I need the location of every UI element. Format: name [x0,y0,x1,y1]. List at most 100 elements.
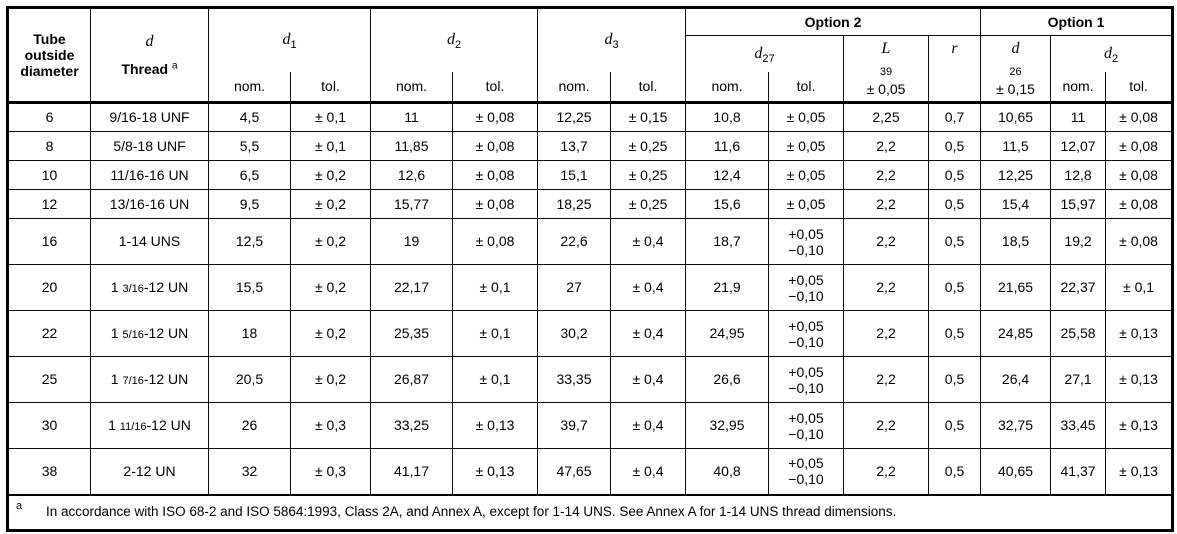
cell-r: 0,5 [927,356,982,403]
cell-d2-option1-tol: ± 0,08 [1105,131,1174,161]
cell-d26: 10,65 [980,102,1052,132]
cell-d2-tol: ± 0,08 [452,160,538,190]
cell-d1-nom: 32 [208,448,291,495]
cell-d2-option1-nom: 15,97 [1050,189,1107,219]
cell-thread: 11/16-16 UN [90,160,209,190]
cell-d3-nom: 27 [537,264,611,311]
cell-d1-nom: 15,5 [208,264,291,311]
subheader-d3-tol: tol. [610,71,686,103]
cell-l39: 2,2 [843,310,929,357]
tolerance-line: −0,10 [788,425,824,442]
table-body: 6 9/16-18 UNF 4,5 ± 0,1 11 ± 0,08 12,25 … [7,102,1174,495]
cell-d3-tol: ± 0,4 [610,402,686,449]
cell-d27-nom: 10,8 [685,102,769,132]
cell-thread: 1-14 UNS [90,218,209,265]
col-header-tube-outside-diameter: Tube outside diameter [7,7,91,103]
cell-r: 0,5 [927,189,982,219]
cell-tube-diameter: 6 [7,102,91,132]
subheader-d2-option1-tol: tol. [1105,71,1174,103]
cell-l39: 2,2 [843,131,929,161]
cell-d3-nom: 47,65 [537,448,611,495]
thread-label: Thread [121,60,169,77]
cell-d1-nom: 4,5 [208,102,291,132]
d2-option1-subscript: 2 [1111,52,1119,65]
cell-d3-tol: ± 0,4 [610,448,686,495]
cell-d26: 21,65 [980,264,1052,311]
cell-d2-option1-tol: ± 0,08 [1105,189,1174,219]
cell-d27-tol: ± 0,05 [768,160,844,190]
cell-r: 0,5 [927,131,982,161]
footnote-text: In accordance with ISO 68-2 and ISO 5864… [46,504,897,520]
cell-l39: 2,2 [843,356,929,403]
cell-d3-tol: ± 0,4 [610,264,686,311]
r-spacer [931,81,978,97]
cell-d2-option1-nom: 27,1 [1050,356,1107,403]
footnote-content: a In accordance with ISO 68-2 and ISO 58… [16,496,1161,528]
d27-symbol: d [754,44,763,62]
cell-tube-diameter: 20 [7,264,91,311]
cell-d3-nom: 18,25 [537,189,611,219]
table-footer: a In accordance with ISO 68-2 and ISO 58… [6,493,1174,531]
cell-d26: 11,5 [980,131,1052,161]
table-row: 8 5/8-18 UNF 5,5 ± 0,1 11,85 ± 0,08 13,7… [7,131,1174,161]
r-symbol: r [951,39,958,57]
cell-d26: 32,75 [980,402,1052,449]
cell-d2-nom: 15,77 [370,189,453,219]
cell-d2-tol: ± 0,08 [452,102,538,132]
cell-d2-tol: ± 0,08 [452,131,538,161]
cell-d1-tol: ± 0,1 [290,131,371,161]
cell-d3-tol: ± 0,4 [610,218,686,265]
cell-r: 0,5 [927,264,982,311]
l39-symbol-line: L 39 [846,40,926,78]
table-row: 10 11/16-16 UN 6,5 ± 0,2 12,6 ± 0,08 15,… [7,160,1174,190]
cell-d2-nom: 33,25 [370,402,453,449]
cell-l39: 2,25 [843,102,929,132]
cell-d2-option1-nom: 25,58 [1050,310,1107,357]
cell-d27-nom: 24,95 [685,310,769,357]
col-header-l39: L 39 ± 0,05 [843,35,929,103]
table-row: 12 13/16-16 UN 9,5 ± 0,2 15,77 ± 0,08 18… [7,189,1174,219]
cell-d1-tol: ± 0,2 [290,310,371,357]
thread-footnote-marker: a [172,59,178,71]
cell-d2-option1-nom: 22,37 [1050,264,1107,311]
thread-fraction: 5/16 [122,329,144,342]
cell-thread: 1 5/16-12 UN [90,310,209,357]
col-header-option1: Option 1 [980,7,1174,36]
cell-thread: 1 7/16-12 UN [90,356,209,403]
cell-d1-nom: 6,5 [208,160,291,190]
l39-subscript: 39 [879,65,893,78]
table-row: 16 1-14 UNS 12,5 ± 0,2 19 ± 0,08 22,6 ± … [7,218,1174,265]
subheader-d2-option1-nom: nom. [1050,71,1107,103]
cell-d2-nom: 19 [370,218,453,265]
d27-subscript: 27 [762,52,775,65]
cell-d2-option1-nom: 33,45 [1050,402,1107,449]
table-row: 6 9/16-18 UNF 4,5 ± 0,1 11 ± 0,08 12,25 … [7,102,1174,132]
cell-d27-tol: +0,05 −0,10 [768,218,844,265]
col-header-d27: d27 [685,35,844,72]
tolerance-line: +0,05 [788,363,824,380]
cell-d26: 40,65 [980,448,1052,495]
cell-d2-option1-nom: 41,37 [1050,448,1107,495]
cell-d1-nom: 26 [208,402,291,449]
tolerance-line: −0,10 [788,287,824,304]
cell-tube-diameter: 16 [7,218,91,265]
tolerance-line: −0,10 [788,379,824,396]
cell-d3-tol: ± 0,4 [610,356,686,403]
cell-d26: 18,5 [980,218,1052,265]
cell-d26: 12,25 [980,160,1052,190]
cell-d2-nom: 12,6 [370,160,453,190]
cell-d2-option1-nom: 12,8 [1050,160,1107,190]
cell-d3-tol: ± 0,25 [610,160,686,190]
table-header: Tube outside diameter d Thread a d1 d2 d… [7,7,1174,103]
cell-d26: 26,4 [980,356,1052,403]
cell-r: 0,5 [927,448,982,495]
cell-d27-tol: +0,05 −0,10 [768,264,844,311]
col-header-option2: Option 2 [684,7,982,36]
cell-r: 0,5 [927,218,982,265]
d26-symbol-line: d 26 [983,40,1048,78]
cell-thread: 2-12 UN [90,448,209,495]
tolerance-line: −0,10 [788,333,824,350]
cell-d2-nom: 22,17 [370,264,453,311]
table-row: 20 1 3/16-12 UN 15,5 ± 0,2 22,17 ± 0,1 2… [7,264,1174,311]
cell-tube-diameter: 8 [7,131,91,161]
